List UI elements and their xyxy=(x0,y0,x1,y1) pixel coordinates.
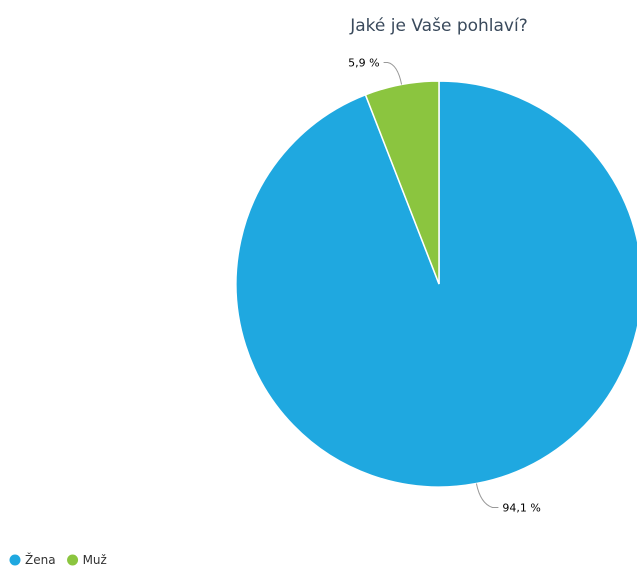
legend-marker-zena[interactable] xyxy=(9,554,21,566)
data-label-zena: 94,1 % xyxy=(502,502,540,515)
leader-line-zena xyxy=(475,483,499,509)
legend-marker-muz[interactable] xyxy=(67,554,79,566)
pie-slice-muz[interactable] xyxy=(364,80,440,285)
legend-label-zena[interactable]: Žena xyxy=(25,552,56,567)
legend-label-muz[interactable]: Muž xyxy=(83,553,107,567)
legend: Žena Muž xyxy=(9,552,107,567)
data-label-muz: 5,9 % xyxy=(348,56,379,69)
chart-title: Jaké je Vaše pohlaví? xyxy=(349,16,527,36)
pie-slices xyxy=(235,80,637,488)
pie-data-labels: 94,1 % 5,9 % xyxy=(348,56,541,514)
leader-line-muz xyxy=(383,61,403,85)
